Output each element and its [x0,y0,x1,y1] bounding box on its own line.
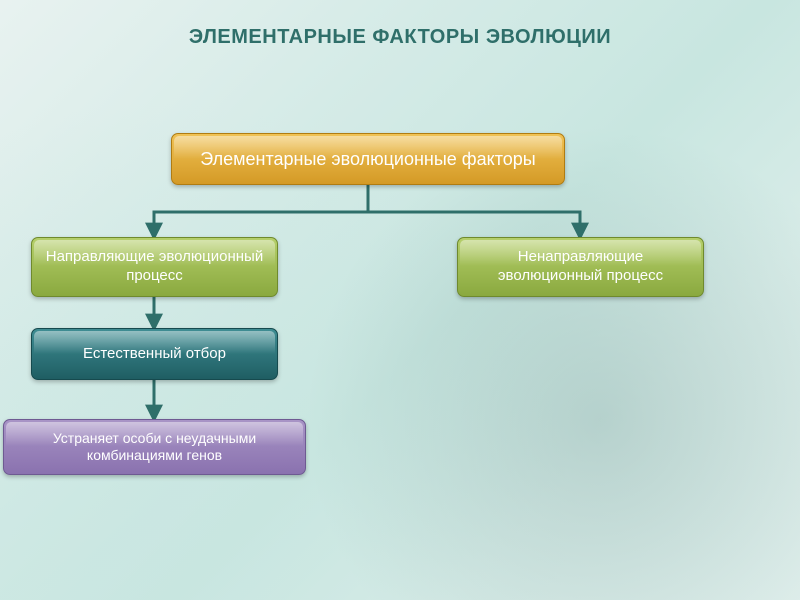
page-title: ЭЛЕМЕНТАРНЫЕ ФАКТОРЫ ЭВОЛЮЦИИ [0,26,800,49]
node-left3-label: Устраняет особи с неудачными комбинациям… [14,430,295,465]
node-right1-label: Ненаправляющие эволюционный процесс [468,248,693,286]
node-left2: Естественный отбор [31,328,278,380]
node-right1: Ненаправляющие эволюционный процесс [457,237,704,297]
edge-root-right1 [368,185,580,237]
node-left3: Устраняет особи с неудачными комбинациям… [3,419,306,475]
node-root-label: Элементарные эволюционные факторы [200,148,535,171]
node-left1: Направляющие эволюционный процесс [31,237,278,297]
connector-layer [0,0,800,600]
node-root: Элементарные эволюционные факторы [171,133,565,185]
node-left1-label: Направляющие эволюционный процесс [42,248,267,286]
node-left2-label: Естественный отбор [83,345,226,364]
edge-root-left1 [154,185,368,237]
